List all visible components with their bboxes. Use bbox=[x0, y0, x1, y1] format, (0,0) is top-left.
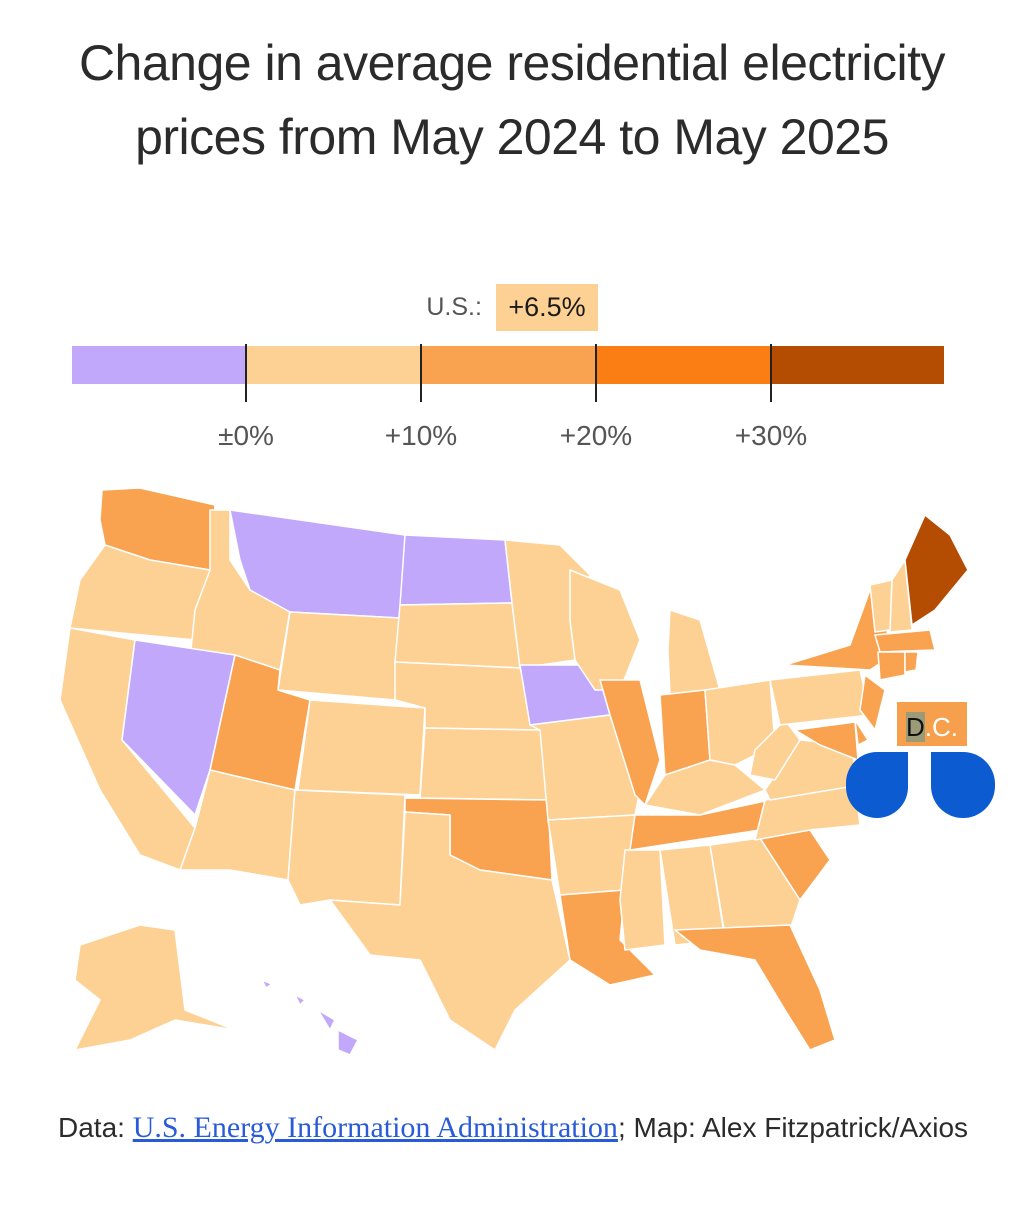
legend-swatch-0-10 bbox=[246, 346, 421, 384]
state-sd bbox=[394, 602, 521, 669]
legend-swatch-10-20 bbox=[421, 346, 596, 384]
legend-tick bbox=[595, 344, 597, 402]
legend-tick-label: +20% bbox=[559, 420, 633, 451]
color-legend bbox=[72, 344, 944, 402]
state-tx bbox=[329, 811, 571, 1051]
state-ga bbox=[709, 837, 801, 936]
state-ri bbox=[904, 651, 919, 673]
state-co bbox=[297, 699, 426, 796]
us-summary-value: +6.5% bbox=[496, 284, 598, 331]
state-nm bbox=[287, 789, 406, 906]
state-wy bbox=[277, 611, 401, 701]
overlay-blob-right bbox=[931, 752, 995, 818]
state-ct bbox=[877, 651, 906, 681]
state-nv bbox=[121, 639, 236, 816]
legend-tick bbox=[245, 344, 247, 402]
legend-swatch-20-30 bbox=[596, 346, 771, 384]
state-mi bbox=[667, 609, 721, 696]
us-state-map bbox=[59, 487, 969, 1056]
us-summary: U.S.: +6.5% bbox=[0, 284, 1024, 331]
state-nj bbox=[859, 674, 886, 731]
legend-tick-label: +30% bbox=[734, 420, 808, 451]
state-pa bbox=[769, 669, 871, 726]
state-ma bbox=[874, 629, 936, 653]
source-link[interactable]: U.S. Energy Information Administration bbox=[132, 1111, 618, 1144]
state-me bbox=[904, 514, 969, 626]
state-ak bbox=[74, 924, 236, 1051]
state-fl bbox=[674, 924, 836, 1051]
overlay-blob-left bbox=[846, 752, 908, 818]
us-summary-label: U.S.: bbox=[426, 293, 482, 321]
legend-tick bbox=[770, 344, 772, 402]
state-ks bbox=[419, 727, 549, 801]
state-hi bbox=[261, 979, 359, 1056]
state-ms bbox=[619, 849, 666, 951]
chart-title: Change in average residential electricit… bbox=[78, 35, 946, 165]
legend-swatch-decrease bbox=[72, 346, 246, 384]
source-prefix: Data: bbox=[58, 1112, 133, 1143]
source-suffix: ; Map: Alex Fitzpatrick/Axios bbox=[617, 1112, 969, 1143]
legend-swatch-30-plus bbox=[771, 346, 944, 384]
dc-label: D.C. bbox=[906, 712, 959, 742]
source-note: Data: U.S. Energy Information Administra… bbox=[58, 1090, 978, 1166]
legend-tick bbox=[420, 344, 422, 402]
legend-tick-label: ±0% bbox=[218, 420, 274, 451]
state-nd bbox=[399, 534, 513, 606]
legend-tick-label: +10% bbox=[384, 420, 458, 451]
